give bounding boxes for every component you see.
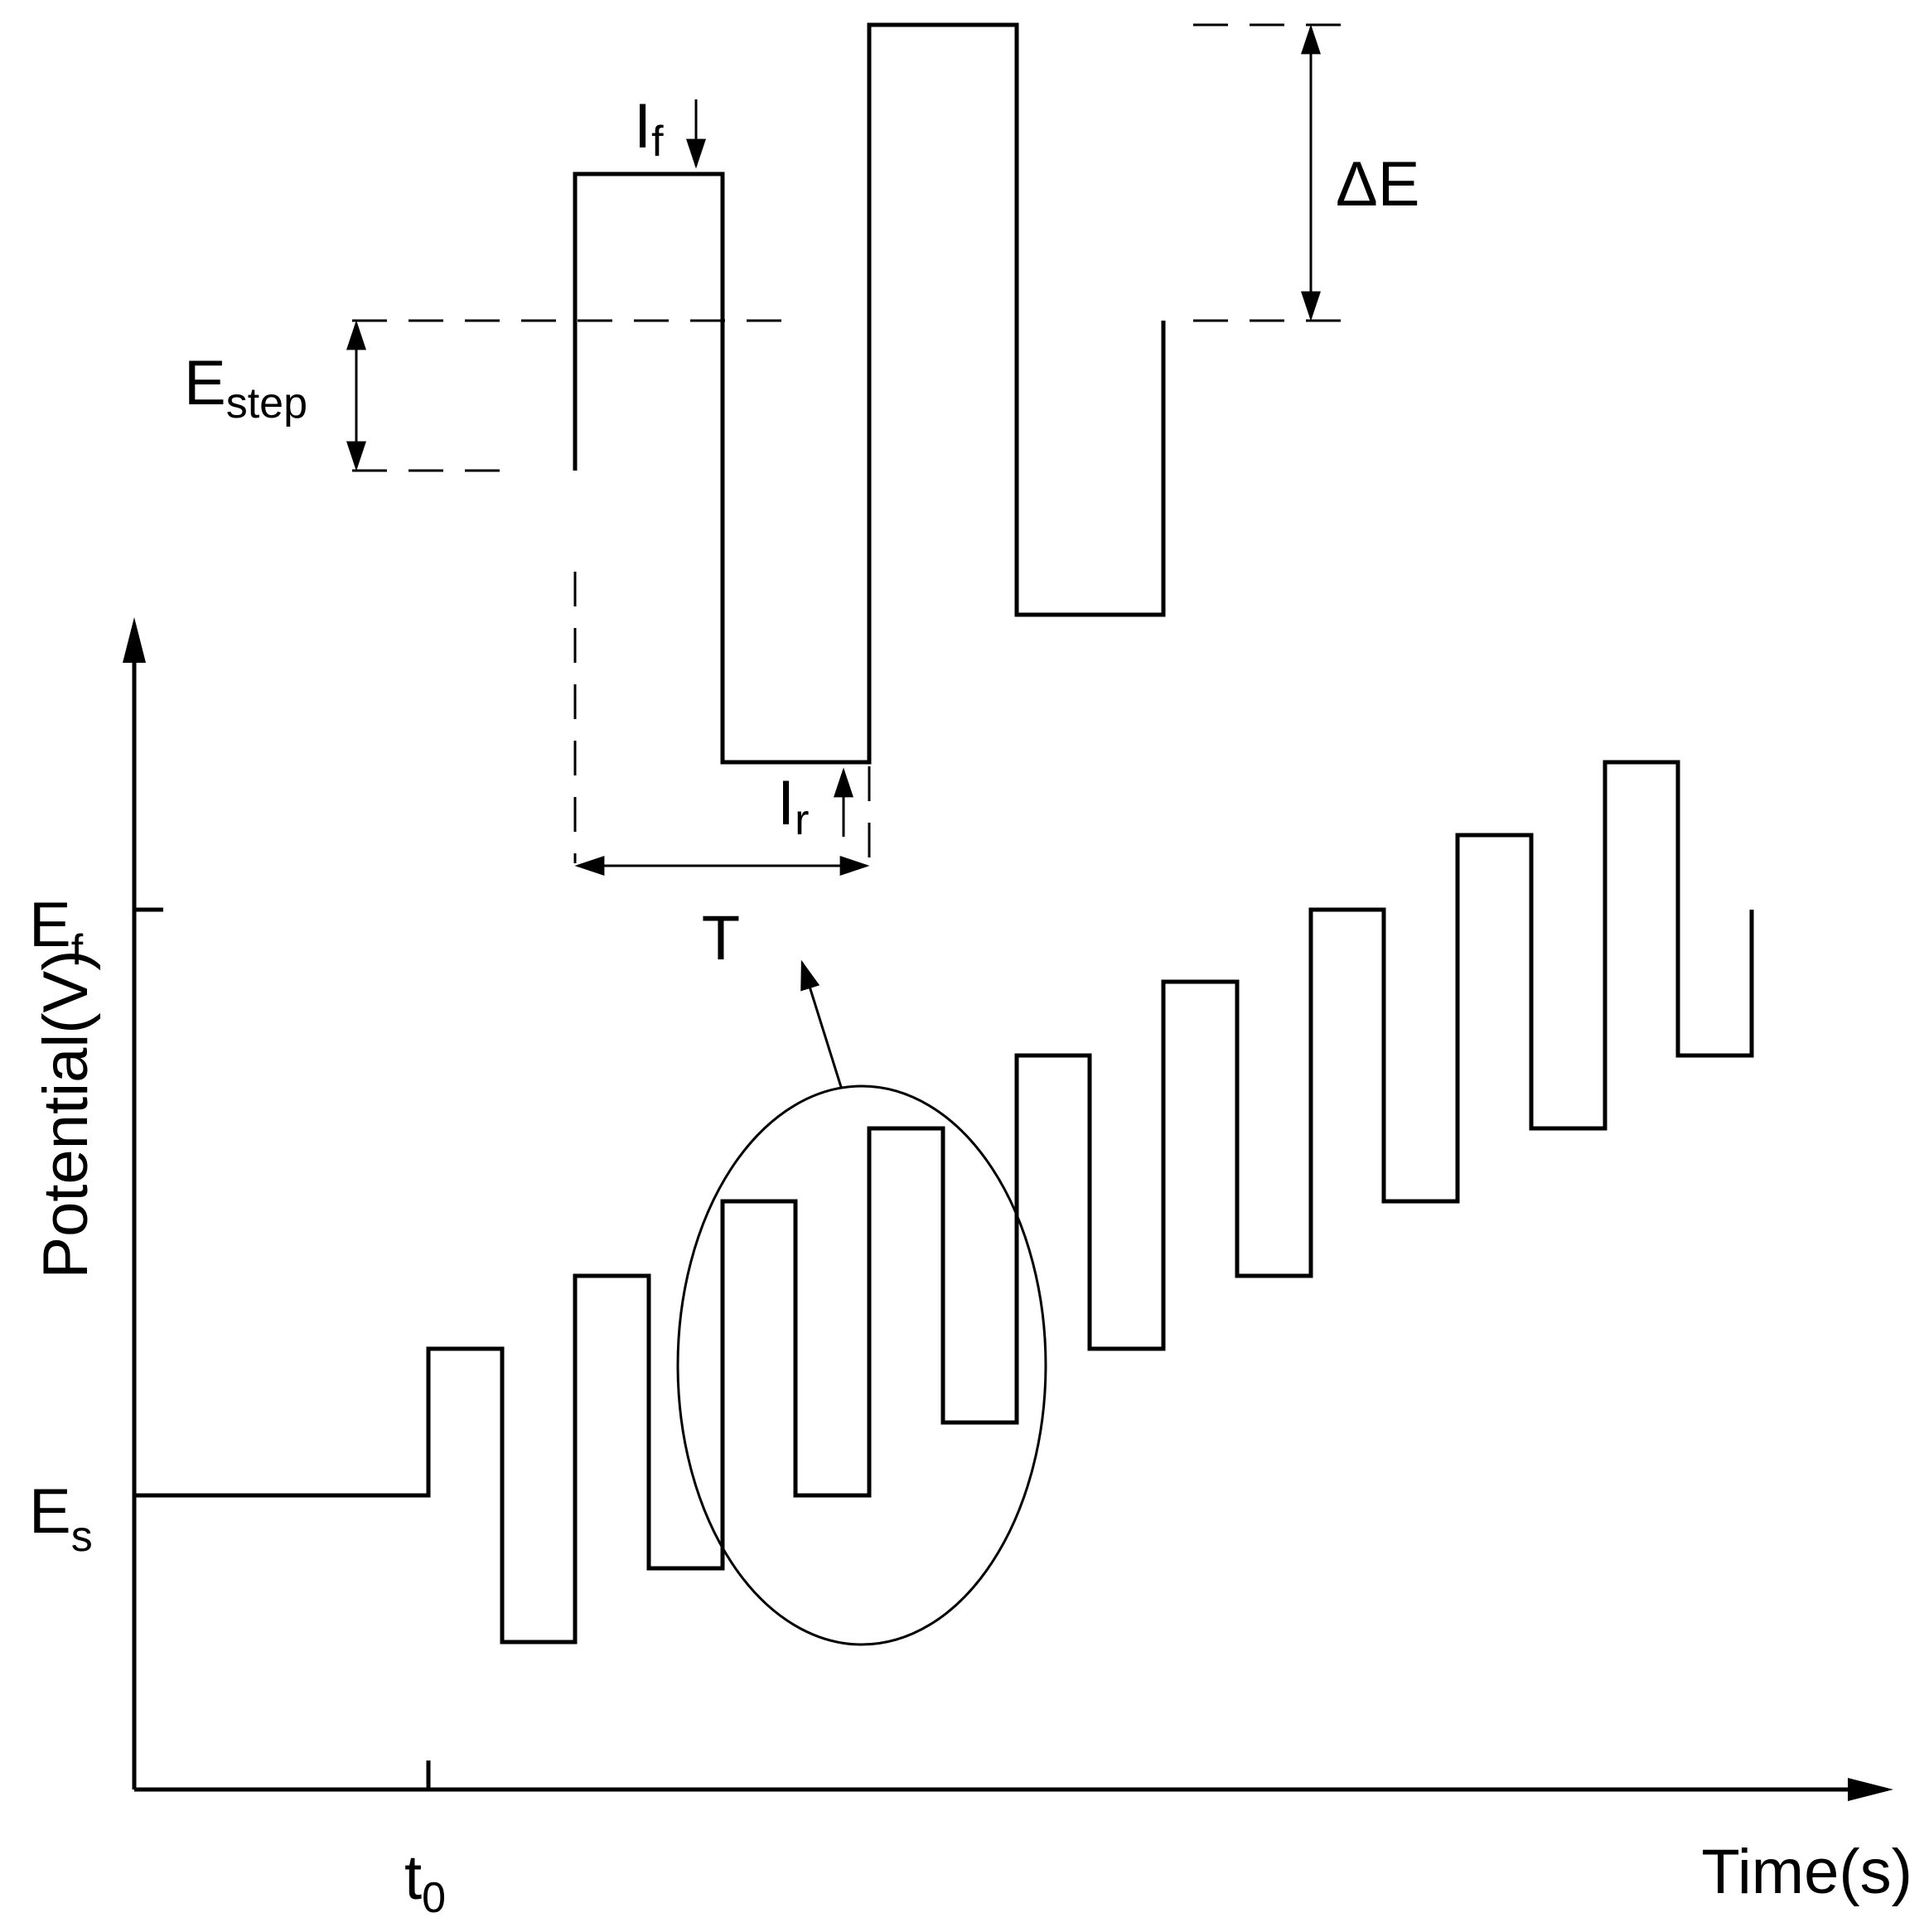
dimension-arrows [346,24,1321,876]
if-label: If [634,91,664,166]
es-label-sub: s [71,1513,93,1561]
x-axis-label: Time(s) [1701,1837,1912,1907]
x-axis-arrowhead [1848,1778,1893,1801]
highlight-ellipse [676,1084,1047,1646]
ir-label-sub: r [795,796,809,844]
ir-label-main: I [777,768,795,838]
zoom-pointer-arrow [800,959,843,1088]
es-label-main: E [29,1476,71,1547]
enlarged-cycle-waveform [573,22,1166,765]
ef-label-main: E [29,890,71,960]
ef-label-sub: f [71,926,84,974]
estep-label: Estep [184,348,307,427]
y-axis-arrowhead [123,617,146,663]
y-axis-label: Potential(V) [31,949,101,1278]
t0-label-sub: 0 [422,1874,446,1922]
t0-label-main: t [404,1843,422,1913]
estep-label-main: E [184,348,226,418]
t0-label: t0 [404,1843,446,1922]
square-wave-staircase [134,760,1754,1645]
axes [123,617,1893,1801]
period-label: T [702,903,740,973]
if-label-main: I [634,91,651,162]
ef-label: Ef [29,890,84,974]
ir-label: Ir [777,768,809,844]
es-label: Es [29,1476,93,1561]
if-label-sub: f [651,118,664,166]
dashed-guides [352,23,1344,863]
estep-label-sub: step [226,379,307,427]
delta-e-label: ΔE [1336,149,1419,220]
